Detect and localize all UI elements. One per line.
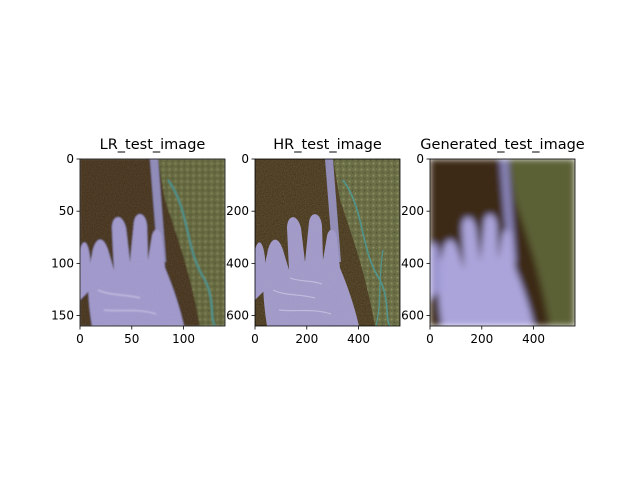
x-tick-label: 100 [172, 332, 195, 346]
image-generated [430, 159, 575, 326]
axes-frame [254, 158, 401, 327]
x-axis: 0 200 400 [251, 326, 370, 346]
y-tick-label: 100 [51, 256, 74, 270]
panel-title: LR_test_image [100, 137, 206, 153]
y-tick-label: 200 [226, 204, 249, 218]
y-tick-label: 0 [241, 152, 249, 166]
panel-title: Generated_test_image [420, 137, 585, 153]
image-hr [255, 159, 400, 326]
panel-generated: Generated_test_image 0 200 400 0 200 400 600 [401, 137, 585, 346]
panel-title: HR_test_image [273, 137, 382, 153]
x-tick-label: 50 [124, 332, 139, 346]
y-tick-label: 200 [401, 204, 424, 218]
y-axis: 0 50 100 150 [51, 152, 80, 323]
y-tick-label: 400 [401, 256, 424, 270]
y-tick-label: 150 [51, 309, 74, 323]
x-axis: 0 50 100 [76, 326, 195, 346]
image-lr [80, 159, 225, 326]
x-axis: 0 200 400 [426, 326, 545, 346]
y-axis: 0 200 400 600 [226, 152, 255, 323]
y-tick-label: 400 [226, 256, 249, 270]
panel-lr: LR_test_image 0 50 100 0 50 100 150 [51, 137, 226, 346]
y-axis: 0 200 400 600 [401, 152, 430, 323]
x-tick-label: 0 [251, 332, 259, 346]
x-tick-label: 200 [470, 332, 493, 346]
axes-frame [79, 158, 226, 327]
axes-frame [429, 158, 576, 327]
y-tick-label: 0 [416, 152, 424, 166]
y-tick-label: 600 [226, 309, 249, 323]
x-tick-label: 400 [522, 332, 545, 346]
x-tick-label: 0 [426, 332, 434, 346]
y-tick-label: 0 [66, 152, 74, 166]
x-tick-label: 400 [347, 332, 370, 346]
y-tick-label: 600 [401, 309, 424, 323]
panel-hr: HR_test_image 0 200 400 0 200 400 600 [226, 137, 401, 346]
x-tick-label: 0 [76, 332, 84, 346]
y-tick-label: 50 [59, 204, 74, 218]
x-tick-label: 200 [295, 332, 318, 346]
